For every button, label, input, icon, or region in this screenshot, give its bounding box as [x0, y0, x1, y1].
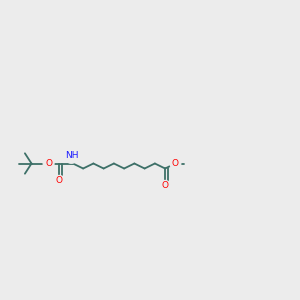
Circle shape: [64, 148, 79, 163]
Text: O: O: [162, 182, 169, 190]
Text: O: O: [56, 176, 63, 185]
Text: NH: NH: [65, 151, 78, 160]
Circle shape: [160, 181, 170, 191]
Text: O: O: [172, 159, 179, 168]
Text: O: O: [45, 159, 52, 168]
Circle shape: [54, 176, 65, 186]
Circle shape: [43, 158, 54, 169]
Circle shape: [170, 158, 181, 169]
